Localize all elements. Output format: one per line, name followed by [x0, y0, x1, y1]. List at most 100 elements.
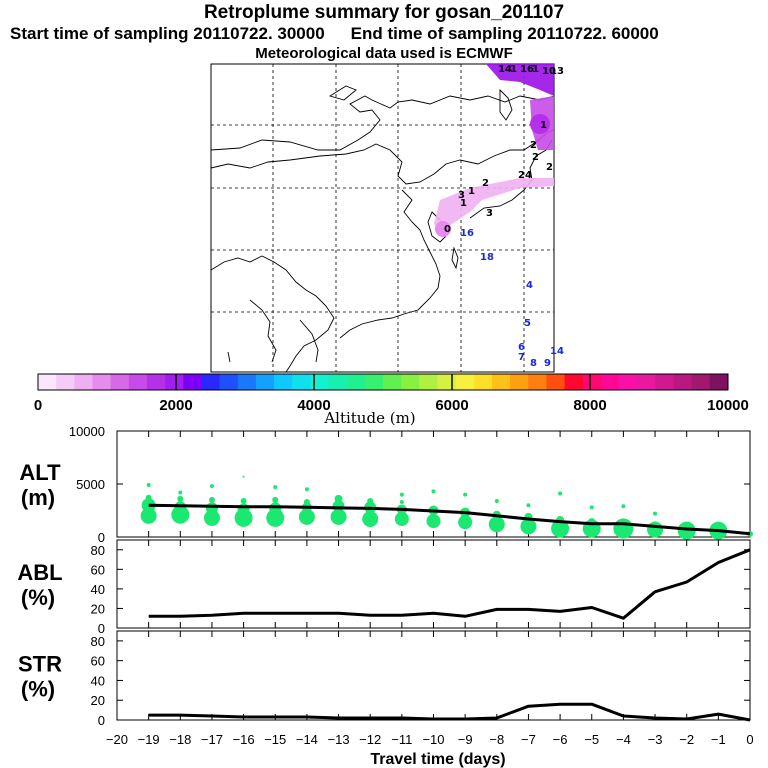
trajectory-day-label: 1 — [540, 120, 547, 131]
plume-overlay — [434, 64, 554, 237]
end-time-label: End time of sampling 20110722. 60000 — [350, 24, 659, 43]
trajectory-day-label: 3 — [486, 208, 493, 219]
x-tick-label: −2 — [679, 732, 694, 747]
colorbar-swatch — [383, 374, 402, 390]
colorbar-swatch — [473, 374, 493, 390]
altitude-scatter-point — [334, 494, 343, 503]
colorbar-swatch — [546, 374, 565, 390]
altitude-scatter-point — [298, 508, 315, 525]
altitude-scatter-point — [367, 497, 374, 504]
colorbar-swatch — [491, 374, 511, 390]
altitude-scatter-point — [178, 490, 183, 495]
trajectory-day-label: 13 — [550, 66, 564, 77]
x-tick-label: −18 — [169, 732, 191, 747]
sampling-times: Start time of sampling 20110722. 30000 En… — [10, 24, 685, 44]
panel-alt: 10000 5000 0 ALT(m) — [19, 424, 753, 545]
trajectory-day-label: 2 — [482, 178, 489, 189]
colorbar-tick-label: 6000 — [435, 397, 468, 414]
colorbar-tick-label: 4000 — [297, 397, 330, 414]
colorbar-tick-label: 0 — [34, 397, 42, 414]
colorbar-swatch — [528, 374, 547, 390]
altitude-scatter-point — [558, 491, 563, 496]
trajectory-day-label: 1 — [532, 64, 539, 75]
colorbar-swatch — [219, 374, 239, 390]
colorbar-swatch — [673, 374, 693, 390]
panel-frame — [116, 630, 751, 721]
trajectory-day-label: 1 — [468, 186, 475, 197]
altitude-scatter-point — [242, 475, 245, 478]
altitude-scatter-point — [426, 514, 441, 529]
altitude-scatter-point — [272, 496, 279, 503]
x-tick-label: −5 — [584, 732, 599, 747]
colorbar-swatch — [255, 374, 275, 390]
colorbar-swatch — [364, 374, 384, 390]
y-tick-label: 0 — [98, 530, 105, 545]
altitude-scatter-point — [266, 508, 285, 527]
panel-str: 80 60 40 20 0 STR(%) — [18, 630, 751, 728]
trajectory-day-label: 14 — [550, 346, 564, 357]
plume-blob — [435, 221, 451, 237]
altitude-scatter-point — [209, 484, 214, 489]
colorbar-tick-label: 10000 — [707, 397, 749, 414]
colorbar-swatch — [691, 374, 711, 390]
y-tick-label: 40 — [91, 673, 105, 688]
colorbar-swatch — [709, 374, 729, 390]
time-series-panels: 1000050000ALT(m)806040200ABL(%)806040200… — [17, 424, 753, 747]
altitude-scatter-point — [589, 505, 594, 510]
trajectory-day-label: 8 — [530, 358, 537, 369]
altitude-scatter-point — [677, 521, 696, 540]
colorbar-frame — [37, 373, 729, 391]
trajectory-day-label: 5 — [524, 318, 531, 329]
colorbar-swatch — [128, 374, 148, 390]
colorbar-swatch — [619, 374, 638, 390]
altitude-scatter-point — [146, 483, 151, 488]
x-tick-label: −14 — [296, 732, 318, 747]
x-tick-label: −4 — [616, 732, 631, 747]
colorbar-swatch — [655, 374, 674, 390]
colorbar-swatch — [56, 374, 75, 390]
trajectory-day-label: 1 — [510, 64, 517, 75]
x-tick-labels: −20 −19 −18 −17 −16 −15 −14 −13 −12 −11 −10 −9 −8 −7−… — [106, 732, 754, 747]
altitude-scatter-point — [431, 489, 436, 494]
x-tick-label: −11 — [391, 732, 412, 747]
trajectory-day-label: 2 — [530, 140, 537, 151]
colorbar-tick-label: 8000 — [573, 397, 606, 414]
x-axis-label: Travel time (days) — [370, 751, 505, 768]
trajectory-day-label: 0 — [444, 224, 451, 235]
altitude-scatter-point — [171, 505, 190, 524]
colorbar-swatch — [92, 374, 112, 390]
x-tick-label: −3 — [648, 732, 663, 747]
altitude-scatter-point — [647, 521, 664, 538]
coastlines — [210, 85, 555, 373]
altitude-scatter-point — [458, 515, 473, 530]
colorbar-label: Altitude (m) — [323, 409, 415, 427]
colorbar-swatch — [328, 374, 348, 390]
colorbar-swatch — [165, 374, 184, 390]
panel-abl: 80 60 40 20 0 ABL(%) — [17, 539, 751, 636]
altitude-scatter-point — [494, 498, 499, 503]
altitude-scatter-point — [653, 511, 658, 516]
altitude-scatter-point — [208, 496, 215, 503]
y-tick-label: 80 — [91, 543, 105, 558]
altitude-scatter-point — [304, 487, 309, 492]
colorbar-swatch — [600, 374, 620, 390]
x-tick-label: −9 — [458, 732, 473, 747]
trajectory-day-label: 2 — [532, 152, 539, 163]
trajectory-day-label: 24 — [518, 170, 532, 181]
y-tick-label: 60 — [91, 654, 105, 669]
colorbar-swatch — [237, 374, 257, 390]
altitude-colorbar: 0 2000 4000 6000 8000 10000 — [34, 373, 749, 414]
altitude-scatter-point — [551, 519, 570, 538]
x-tick-label: 0 — [746, 732, 753, 747]
x-tick-label: −13 — [328, 732, 350, 747]
colorbar-swatch — [146, 374, 166, 390]
y-tick-label: 0 — [98, 713, 105, 728]
panel-ylabel: ABL — [17, 560, 62, 585]
y-tick-label: 5000 — [76, 477, 105, 492]
altitude-scatter-point — [621, 504, 626, 509]
trajectory-day-label: 16 — [520, 64, 534, 75]
colorbar-swatch — [582, 374, 602, 390]
x-tick-label: −16 — [233, 732, 255, 747]
colorbar-swatch — [201, 374, 220, 390]
